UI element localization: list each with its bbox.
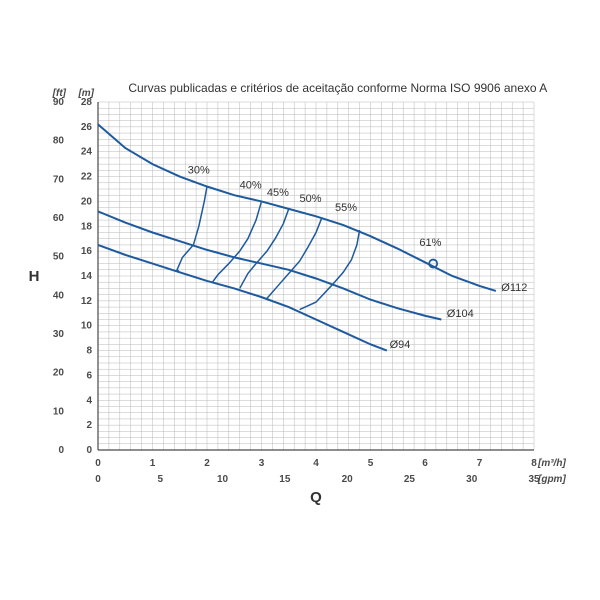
svg-text:5: 5 [368,458,374,469]
svg-text:10: 10 [217,474,229,485]
svg-text:20: 20 [53,368,65,379]
svg-text:40%: 40% [240,179,262,191]
svg-text:[m]: [m] [77,88,94,99]
svg-text:30%: 30% [188,165,210,177]
svg-text:8: 8 [86,346,92,357]
svg-text:[ft]: [ft] [52,88,67,99]
svg-text:10: 10 [81,321,93,332]
svg-text:2: 2 [204,458,210,469]
svg-text:4: 4 [86,395,92,406]
svg-text:10: 10 [53,406,65,417]
svg-text:24: 24 [81,147,93,158]
svg-text:Ø94: Ø94 [390,339,411,351]
svg-text:5: 5 [158,474,164,485]
pump-curve-chart: Curvas publicadas e critérios de aceitaç… [20,80,580,520]
svg-text:60: 60 [53,213,65,224]
svg-text:15: 15 [279,474,291,485]
svg-text:55%: 55% [335,202,357,214]
svg-text:0: 0 [95,458,101,469]
svg-text:Curvas publicadas e critérios: Curvas publicadas e critérios de aceitaç… [128,81,547,95]
svg-text:45%: 45% [267,187,289,199]
svg-text:Ø104: Ø104 [447,308,474,320]
svg-text:70: 70 [53,174,65,185]
svg-text:[m³/h]: [m³/h] [537,458,566,469]
svg-text:7: 7 [477,458,483,469]
svg-text:[gpm]: [gpm] [537,474,566,485]
svg-text:3: 3 [259,458,265,469]
svg-text:12: 12 [81,296,93,307]
svg-text:26: 26 [81,122,93,133]
svg-text:Ø112: Ø112 [501,282,527,294]
svg-text:20: 20 [81,196,93,207]
svg-text:25: 25 [404,474,416,485]
svg-text:16: 16 [81,246,93,257]
svg-text:1: 1 [150,458,156,469]
svg-text:0: 0 [58,445,64,456]
svg-text:30: 30 [53,329,65,340]
svg-text:8: 8 [531,458,537,469]
svg-text:22: 22 [81,172,93,183]
svg-text:18: 18 [81,221,93,232]
svg-text:14: 14 [81,271,93,282]
svg-text:30: 30 [466,474,478,485]
svg-text:0: 0 [95,474,101,485]
svg-text:80: 80 [53,136,65,147]
svg-text:6: 6 [422,458,428,469]
svg-text:Q: Q [310,489,322,506]
svg-text:2: 2 [86,420,92,431]
svg-text:61%: 61% [419,237,441,249]
svg-text:H: H [29,268,40,285]
svg-text:40: 40 [53,290,65,301]
svg-text:0: 0 [86,445,92,456]
svg-text:50: 50 [53,252,65,263]
svg-text:50%: 50% [300,193,322,205]
svg-text:6: 6 [86,370,92,381]
svg-text:20: 20 [342,474,354,485]
svg-text:4: 4 [313,458,319,469]
